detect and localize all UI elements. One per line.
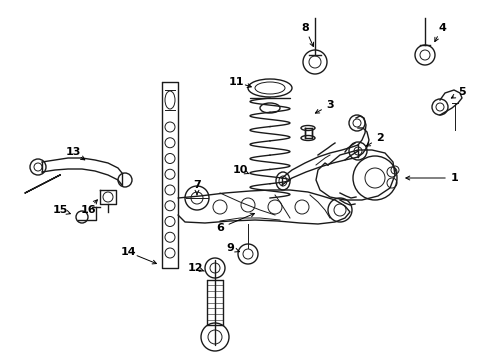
Text: 3: 3: [326, 100, 334, 110]
Text: 6: 6: [216, 223, 224, 233]
Text: 2: 2: [376, 133, 384, 143]
Text: 5: 5: [458, 87, 466, 97]
Text: 10: 10: [232, 165, 247, 175]
Text: 16: 16: [80, 205, 96, 215]
Text: 13: 13: [65, 147, 81, 157]
Text: 14: 14: [120, 247, 136, 257]
Text: 11: 11: [228, 77, 244, 87]
Text: 7: 7: [193, 180, 201, 190]
Text: 9: 9: [226, 243, 234, 253]
Text: 8: 8: [301, 23, 309, 33]
Text: 4: 4: [438, 23, 446, 33]
Text: 15: 15: [52, 205, 68, 215]
Text: 12: 12: [187, 263, 203, 273]
Text: 1: 1: [451, 173, 459, 183]
